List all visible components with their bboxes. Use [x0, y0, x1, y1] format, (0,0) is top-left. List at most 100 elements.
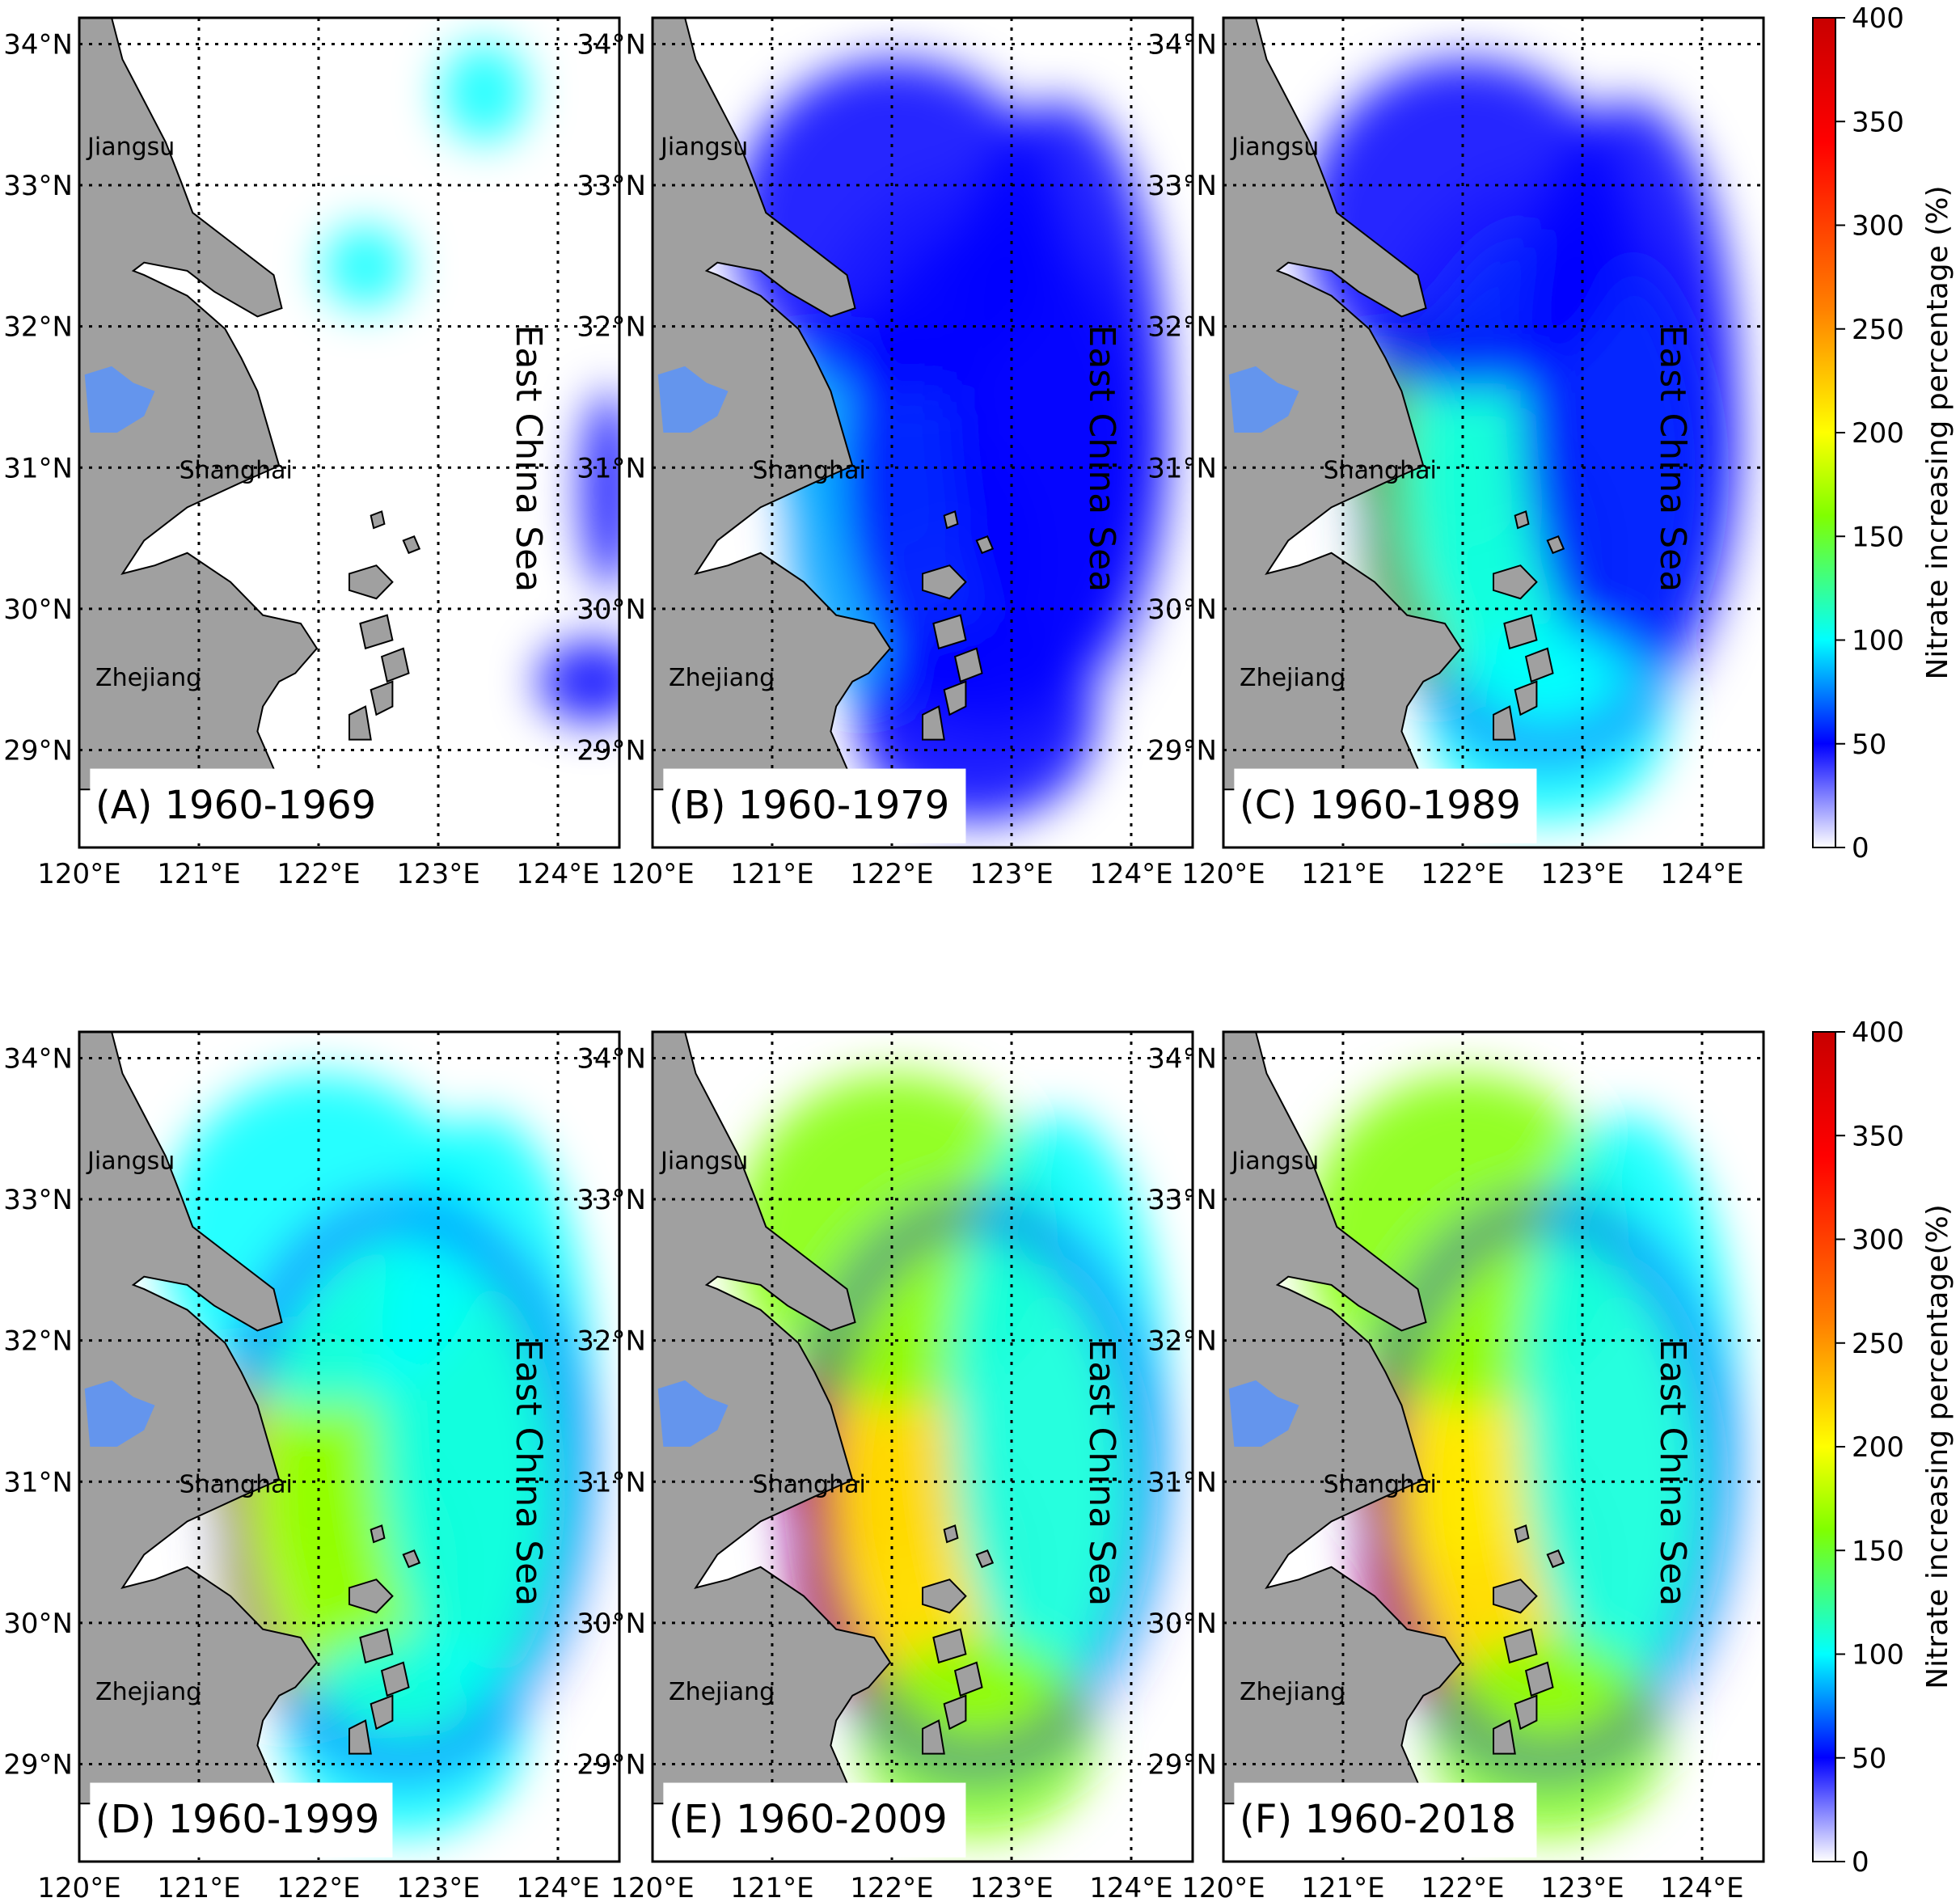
label-zhejiang: Zhejiang: [95, 664, 201, 692]
panel-label-box: [1234, 1782, 1537, 1858]
panel-label: (A) 1960-1969: [95, 783, 376, 828]
label-jiangsu: Jiangsu: [1230, 133, 1319, 161]
y-tick-label: 29°N: [1147, 735, 1217, 767]
x-tick-label: 121°E: [1301, 858, 1384, 890]
x-tick-label: 124°E: [1660, 1872, 1743, 1902]
y-tick-label: 32°N: [577, 311, 646, 344]
panel-frame: [78, 16, 621, 849]
label-zhejiang: Zhejiang: [1240, 1678, 1345, 1706]
x-tick-label: 121°E: [157, 1872, 240, 1902]
label-shanghai: Shanghai: [180, 456, 293, 484]
x-tick-label: 124°E: [1089, 1872, 1172, 1902]
graticule: [78, 1032, 619, 1862]
colorbar-tick-label: 200: [1852, 417, 1904, 450]
label-jiangsu: Jiangsu: [86, 1147, 175, 1175]
x-tick-label: 121°E: [157, 858, 240, 890]
map-panel-5: Jiangsu Shanghai Zhejiang East China Sea (E)…: [577, 1030, 1194, 1902]
label-jiangsu: Jiangsu: [659, 133, 748, 161]
y-tick-label: 34°N: [1147, 1043, 1217, 1076]
colorbar-tick-label: 200: [1852, 1431, 1904, 1464]
x-tick-label: 123°E: [1540, 858, 1624, 890]
x-tick-label: 120°E: [37, 858, 120, 890]
x-tick-label: 122°E: [1421, 858, 1504, 890]
panel-label-box: [90, 768, 393, 843]
y-tick-label: 30°N: [577, 1608, 646, 1640]
lake: [84, 366, 155, 433]
panel-label-box: [90, 1782, 393, 1858]
x-tick-label: 124°E: [1089, 858, 1172, 890]
label-shanghai: Shanghai: [753, 456, 866, 484]
panel-label: (B) 1960-1979: [669, 783, 949, 828]
colorbar-top-bar: [1812, 17, 1836, 848]
label-east-china-sea: East China Sea: [508, 1339, 549, 1607]
label-east-china-sea: East China Sea: [1652, 325, 1693, 593]
colorbar-top: 0 50 100 150 200 250 300 350 400 Nitrate increas…: [1812, 2, 1954, 864]
colorbar-tick-label: 300: [1852, 210, 1904, 243]
x-tick-label: 120°E: [1181, 1872, 1265, 1902]
y-tick-label: 31°N: [577, 1466, 646, 1498]
y-tick-label: 32°N: [3, 1325, 73, 1358]
colorbar-tick-label: 50: [1852, 1743, 1886, 1775]
land: [653, 1032, 995, 1862]
land: [79, 1032, 421, 1862]
panel-frame: [1222, 16, 1765, 849]
colorbar-tick-label: 350: [1852, 106, 1904, 138]
y-tick-label: 34°N: [577, 1043, 646, 1076]
label-jiangsu: Jiangsu: [659, 1147, 748, 1175]
panel-frame: [78, 1030, 621, 1863]
x-tick-label: 121°E: [730, 1872, 813, 1902]
map-panel-1: Jiangsu Shanghai Zhejiang East China Sea (A)…: [3, 16, 621, 890]
x-tick-label: 124°E: [516, 1872, 599, 1902]
lake: [657, 1380, 729, 1447]
colorbar-tick-label: 100: [1852, 1639, 1904, 1672]
lake: [657, 366, 729, 433]
y-tick-label: 30°N: [1147, 1608, 1217, 1640]
y-tick-label: 33°N: [3, 1184, 73, 1216]
colorbar-bottom-label: Nitrate increasing percentage(%): [1921, 1204, 1954, 1689]
y-tick-label: 31°N: [1147, 452, 1217, 484]
x-tick-label: 122°E: [277, 1872, 360, 1902]
label-east-china-sea: East China Sea: [1652, 1339, 1693, 1607]
y-tick-label: 31°N: [577, 452, 646, 484]
map-panel-2: Jiangsu Shanghai Zhejiang East China Sea (B)…: [577, 16, 1194, 890]
label-zhejiang: Zhejiang: [95, 1678, 201, 1706]
nitrate-field: [1304, 1073, 1745, 1837]
panel-label-box: [663, 768, 966, 843]
y-tick-label: 33°N: [3, 170, 73, 202]
x-tick-label: 120°E: [37, 1872, 120, 1902]
label-east-china-sea: East China Sea: [1081, 325, 1122, 593]
land: [653, 18, 995, 847]
x-tick-label: 120°E: [1181, 858, 1265, 890]
panel-frame: [651, 16, 1194, 849]
x-tick-label: 123°E: [396, 1872, 479, 1902]
map-panel-4: Jiangsu Shanghai Zhejiang East China Sea (D)…: [3, 1030, 621, 1902]
label-zhejiang: Zhejiang: [669, 664, 775, 692]
colorbar-bottom: 0 50 100 150 200 250 300 350 400 Nitrate increas…: [1812, 1017, 1954, 1879]
y-tick-label: 33°N: [577, 1184, 646, 1216]
y-tick-label: 30°N: [577, 594, 646, 626]
label-east-china-sea: East China Sea: [1081, 1339, 1122, 1607]
y-tick-label: 31°N: [3, 452, 73, 484]
label-east-china-sea: East China Sea: [508, 325, 549, 593]
colorbar-tick-label: 250: [1852, 1328, 1904, 1360]
land: [1223, 18, 1565, 847]
label-zhejiang: Zhejiang: [669, 1678, 775, 1706]
panel-label: (F) 1960-2018: [1240, 1797, 1516, 1842]
colorbar-tick-label: 100: [1852, 625, 1904, 657]
label-shanghai: Shanghai: [753, 1470, 866, 1498]
y-tick-label: 33°N: [577, 170, 646, 202]
colorbar-tick-label: 300: [1852, 1224, 1904, 1257]
label-shanghai: Shanghai: [1324, 1470, 1437, 1498]
map-panel-6: Jiangsu Shanghai Zhejiang East China Sea (F)…: [1147, 1030, 1765, 1902]
label-shanghai: Shanghai: [180, 1470, 293, 1498]
y-tick-label: 30°N: [1147, 594, 1217, 626]
y-tick-label: 34°N: [1147, 29, 1217, 61]
colorbar-tick-label: 350: [1852, 1120, 1904, 1152]
lake: [1228, 366, 1299, 433]
panel-label: (C) 1960-1989: [1240, 783, 1521, 828]
y-tick-label: 32°N: [577, 1325, 646, 1358]
colorbar-tick-label: 150: [1852, 521, 1904, 553]
y-tick-label: 31°N: [1147, 1466, 1217, 1498]
colorbar-bottom-bar: [1812, 1031, 1836, 1862]
panel-label: (E) 1960-2009: [669, 1797, 948, 1842]
